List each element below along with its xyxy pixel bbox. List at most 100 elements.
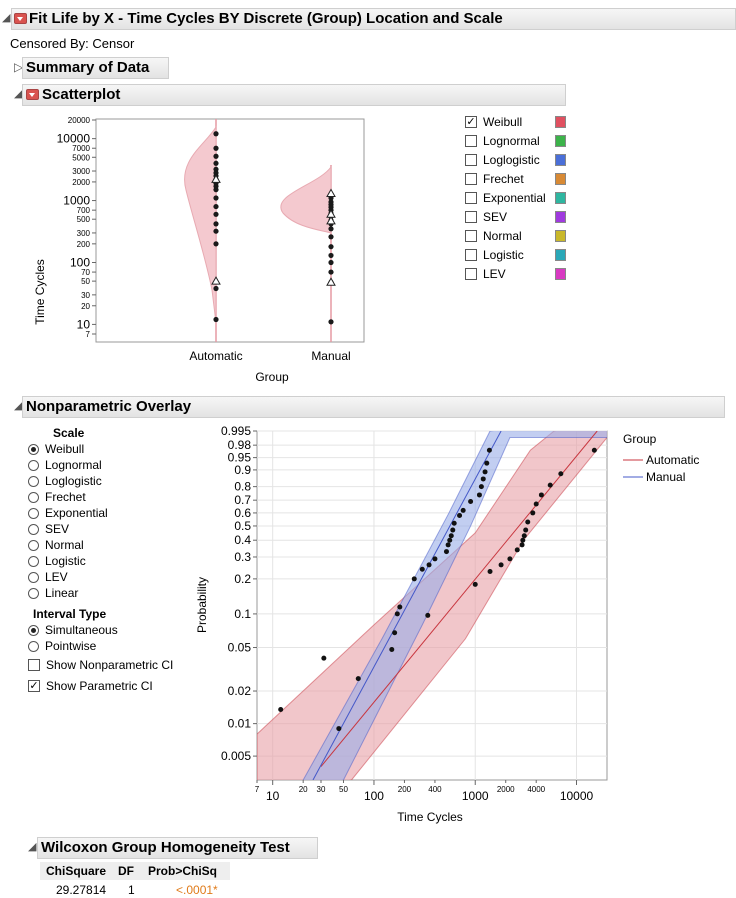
distribution-color-swatch[interactable] <box>555 173 566 185</box>
distribution-checkbox-frechet[interactable] <box>465 173 477 185</box>
distribution-label: Exponential <box>483 191 546 205</box>
automatic-censored-point <box>211 174 221 183</box>
distribution-color-swatch[interactable] <box>555 154 566 166</box>
y-tick-label: 7 <box>86 330 91 339</box>
red-triangle-menu-icon[interactable] <box>26 89 39 100</box>
scale-radio-sev[interactable] <box>28 524 39 535</box>
manual-censored-point <box>326 215 336 225</box>
y-tick-label: 30 <box>81 291 90 300</box>
manual-censored-point <box>326 209 336 218</box>
automatic-point <box>213 195 219 201</box>
scale-radio-frechet[interactable] <box>28 492 39 503</box>
y-tick-label: 0.8 <box>234 480 251 494</box>
scale-radio-label: Exponential <box>45 506 108 520</box>
expand-disclosure-icon[interactable]: ▷ <box>14 60 24 74</box>
parametric-ci-checkbox[interactable]: ✓ <box>28 680 40 692</box>
probability-y-label: Probability <box>195 577 209 633</box>
distribution-label: Loglogistic <box>483 153 540 167</box>
y-tick-label: 0.3 <box>234 550 251 564</box>
manual-censored-point <box>326 188 336 198</box>
distribution-color-swatch[interactable] <box>555 230 566 242</box>
scale-radio-label: Weibull <box>45 442 85 456</box>
manual-point <box>328 319 334 325</box>
distribution-checkbox-lev[interactable] <box>465 268 477 280</box>
manual-data-point <box>457 512 463 518</box>
x-tick-label: 10000 <box>560 789 594 803</box>
scatterplot-title: Scatterplot <box>42 86 121 103</box>
manual-point <box>328 244 334 250</box>
y-tick-label: 50 <box>81 277 90 286</box>
automatic-data-point <box>530 510 536 516</box>
manual-point <box>328 259 334 266</box>
distribution-checkbox-normal[interactable] <box>465 230 477 242</box>
scale-radio-exponential[interactable] <box>28 508 39 519</box>
y-tick-label: 0.01 <box>228 717 252 731</box>
manual-data-point <box>478 484 484 490</box>
distribution-checkbox-lognormal[interactable] <box>465 135 477 147</box>
collapse-disclosure-icon[interactable]: ◢ <box>14 400 23 412</box>
x-minor-tick-label: 7 <box>255 785 260 794</box>
interval-radio-simultaneous[interactable] <box>28 625 39 636</box>
red-triangle-menu-icon[interactable] <box>14 13 27 24</box>
distribution-color-swatch[interactable] <box>555 192 566 204</box>
scale-radio-logistic[interactable] <box>28 556 39 567</box>
manual-density <box>280 165 332 234</box>
legend-title: Group <box>623 432 657 446</box>
automatic-point <box>213 211 219 217</box>
prob-value: <.0001* <box>176 883 218 897</box>
scale-radio-linear[interactable] <box>28 588 39 599</box>
manual-data-point <box>482 469 488 475</box>
manual-point <box>328 199 334 205</box>
automatic-point <box>213 241 219 247</box>
manual-data-point <box>426 562 432 568</box>
x-minor-tick-label: 20 <box>299 785 308 794</box>
summary-header[interactable]: Summary of Data <box>22 57 169 79</box>
interval-radio-pointwise[interactable] <box>28 641 39 652</box>
automatic-point <box>213 166 219 172</box>
x-minor-tick-label: 50 <box>339 785 348 794</box>
manual-point <box>328 226 334 232</box>
distribution-color-swatch[interactable] <box>555 268 566 280</box>
manual-data-point <box>451 520 457 526</box>
manual-data-point <box>392 630 398 636</box>
distribution-color-swatch[interactable] <box>555 116 566 128</box>
scale-radio-label: Normal <box>45 538 84 552</box>
distribution-checkbox-weibull[interactable]: ✓ <box>465 116 477 128</box>
distribution-checkbox-logistic[interactable] <box>465 249 477 261</box>
automatic-data-point <box>525 519 531 525</box>
manual-data-point <box>397 604 403 610</box>
scatterplot-y-label: Time Cycles <box>33 259 47 325</box>
distribution-color-swatch[interactable] <box>555 211 566 223</box>
distribution-label: Logistic <box>483 248 524 262</box>
manual-data-point <box>450 527 456 533</box>
distribution-label: Lognormal <box>483 134 540 148</box>
automatic-point <box>213 145 219 151</box>
distribution-color-swatch[interactable] <box>555 249 566 261</box>
scale-radio-loglogistic[interactable] <box>28 476 39 487</box>
manual-data-point <box>355 676 361 682</box>
scale-radio-normal[interactable] <box>28 540 39 551</box>
automatic-data-point <box>521 533 527 539</box>
wilcoxon-header: Wilcoxon Group Homogeneity Test <box>37 837 318 859</box>
scatterplot-header: Scatterplot <box>22 84 566 106</box>
nonparametric-ci-checkbox[interactable] <box>28 659 40 671</box>
distribution-checkbox-sev[interactable] <box>465 211 477 223</box>
y-tick-label: 500 <box>77 215 91 224</box>
collapse-disclosure-icon[interactable]: ◢ <box>2 12 11 24</box>
distribution-color-swatch[interactable] <box>555 135 566 147</box>
y-tick-label: 3000 <box>72 167 90 176</box>
scale-radio-lev[interactable] <box>28 572 39 583</box>
distribution-checkbox-exponential[interactable] <box>465 192 477 204</box>
scale-radio-label: SEV <box>45 522 70 536</box>
scale-radio-weibull[interactable] <box>28 444 39 455</box>
automatic-point <box>213 316 219 323</box>
manual-data-point <box>447 537 453 543</box>
collapse-disclosure-icon[interactable]: ◢ <box>14 88 23 100</box>
collapse-disclosure-icon[interactable]: ◢ <box>28 841 37 853</box>
interval-type-label: Interval Type <box>33 607 107 621</box>
scale-radio-lognormal[interactable] <box>28 460 39 471</box>
y-tick-label: 0.2 <box>234 572 251 586</box>
interval-radio-label: Simultaneous <box>45 623 118 637</box>
distribution-checkbox-loglogistic[interactable] <box>465 154 477 166</box>
automatic-data-point <box>538 492 544 498</box>
